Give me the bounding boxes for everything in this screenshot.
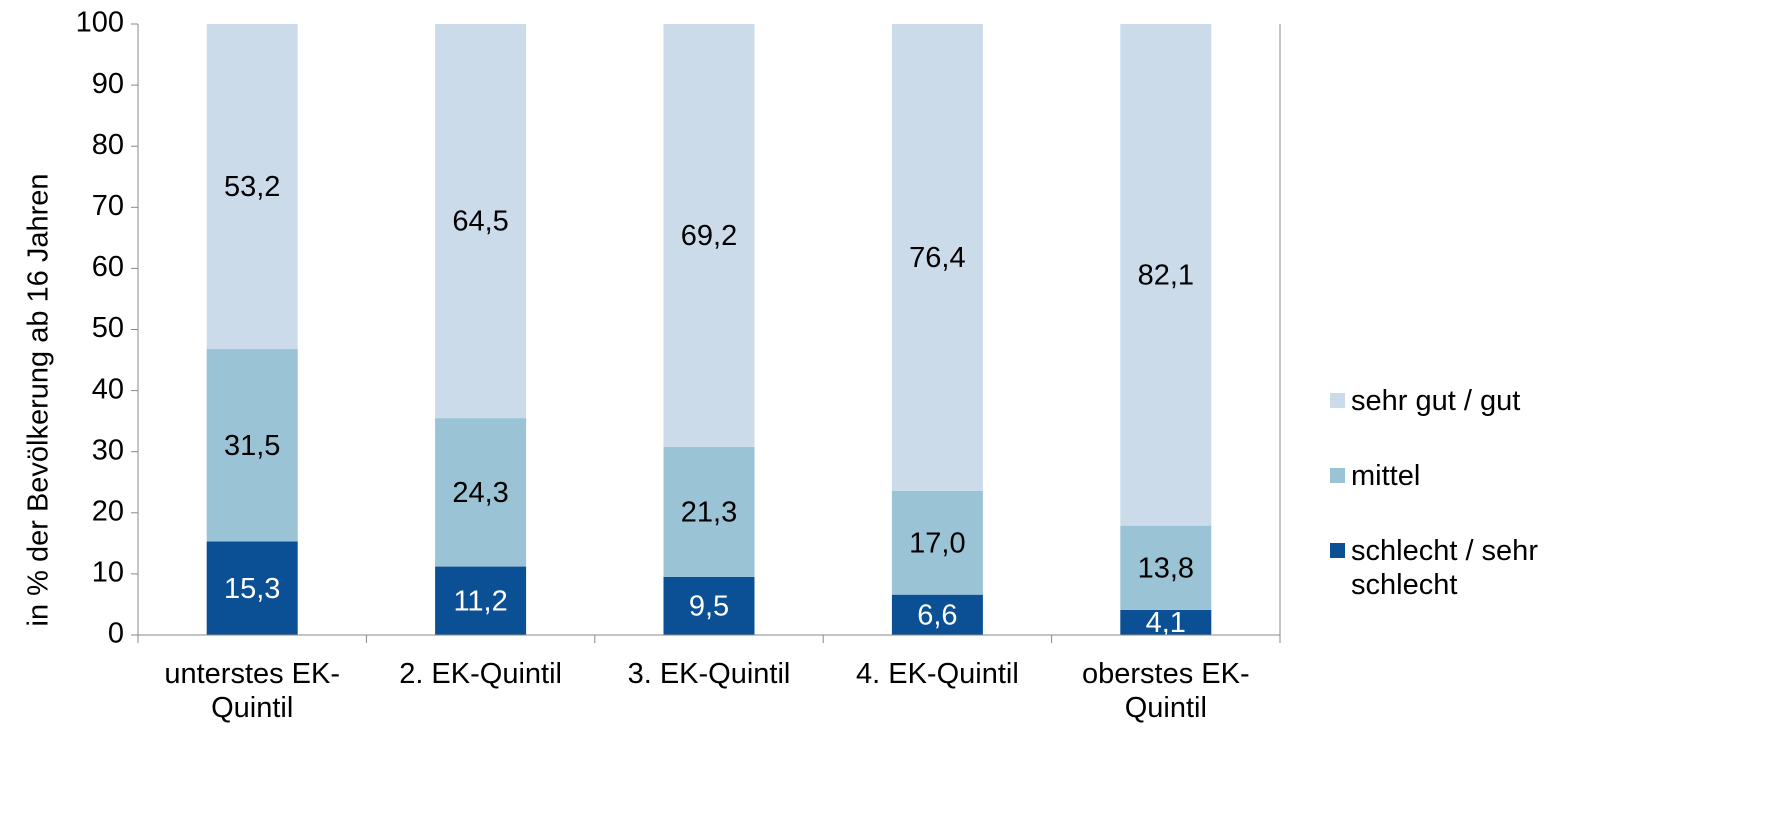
value-label: 76,4 [909, 242, 965, 274]
value-label: 9,5 [689, 591, 729, 623]
value-label: 11,2 [453, 585, 507, 617]
value-label: 53,2 [224, 171, 280, 203]
bar-segment [891, 594, 983, 635]
bar-segment [891, 24, 983, 491]
bar-segment [891, 490, 983, 595]
y-tick-label: 90 [92, 68, 124, 100]
legend-label: sehr gut / gut [1351, 385, 1521, 417]
bar-segment [435, 24, 527, 419]
bar-segment [663, 576, 755, 635]
x-tick-label: 2. EK-Quintil [399, 658, 562, 690]
value-label: 4,1 [1146, 607, 1186, 639]
y-tick-label: 20 [92, 495, 124, 527]
value-label: 13,8 [1138, 552, 1194, 584]
value-label: 69,2 [681, 220, 737, 252]
value-label: 64,5 [452, 206, 508, 238]
legend-label: mittel [1351, 460, 1421, 492]
value-label: 15,3 [224, 573, 280, 605]
value-label: 17,0 [909, 527, 965, 559]
legend-item: mittel [1330, 459, 1560, 493]
value-label: 6,6 [917, 599, 957, 631]
legend-label: schlecht / sehr schlecht [1351, 535, 1538, 601]
legend-swatch [1330, 468, 1345, 483]
x-tick-label: unterstes EK-Quintil [164, 658, 341, 724]
x-tick-label: oberstes EK-Quintil [1081, 658, 1250, 724]
legend-item: sehr gut / gut [1330, 384, 1560, 418]
y-tick-label: 40 [92, 373, 124, 405]
y-tick-label: 30 [92, 434, 124, 466]
y-tick-label: 10 [92, 557, 124, 589]
bar-segment [206, 541, 298, 635]
x-tick-label: 3. EK-Quintil [627, 658, 791, 690]
bar-segment [1120, 525, 1212, 610]
y-axis-label: in % der Bevölkerung ab 16 Jahren [23, 173, 55, 626]
value-label: 21,3 [681, 497, 737, 529]
bar-segment [435, 566, 527, 635]
bar-segment [206, 24, 298, 350]
bar-segment [1120, 24, 1212, 526]
bar-segment [435, 418, 527, 567]
bar-segment [1120, 609, 1212, 635]
y-tick-label: 50 [92, 312, 124, 344]
bar-segment [206, 349, 298, 542]
y-tick-label: 0 [108, 618, 124, 650]
x-tick-label: 4. EK-Quintil [855, 658, 1019, 690]
bar-segment [663, 446, 755, 577]
bar-segment [663, 24, 755, 447]
y-tick-label: 100 [76, 7, 124, 39]
value-label: 31,5 [224, 430, 280, 462]
value-label: 24,3 [452, 477, 508, 509]
legend-swatch [1330, 543, 1345, 558]
legend-item: schlecht / sehr schlecht [1330, 534, 1560, 602]
value-label: 82,1 [1138, 259, 1194, 291]
y-tick-label: 80 [92, 129, 124, 161]
y-tick-label: 60 [92, 251, 124, 283]
y-tick-label: 70 [92, 190, 124, 222]
legend-swatch [1330, 393, 1345, 408]
